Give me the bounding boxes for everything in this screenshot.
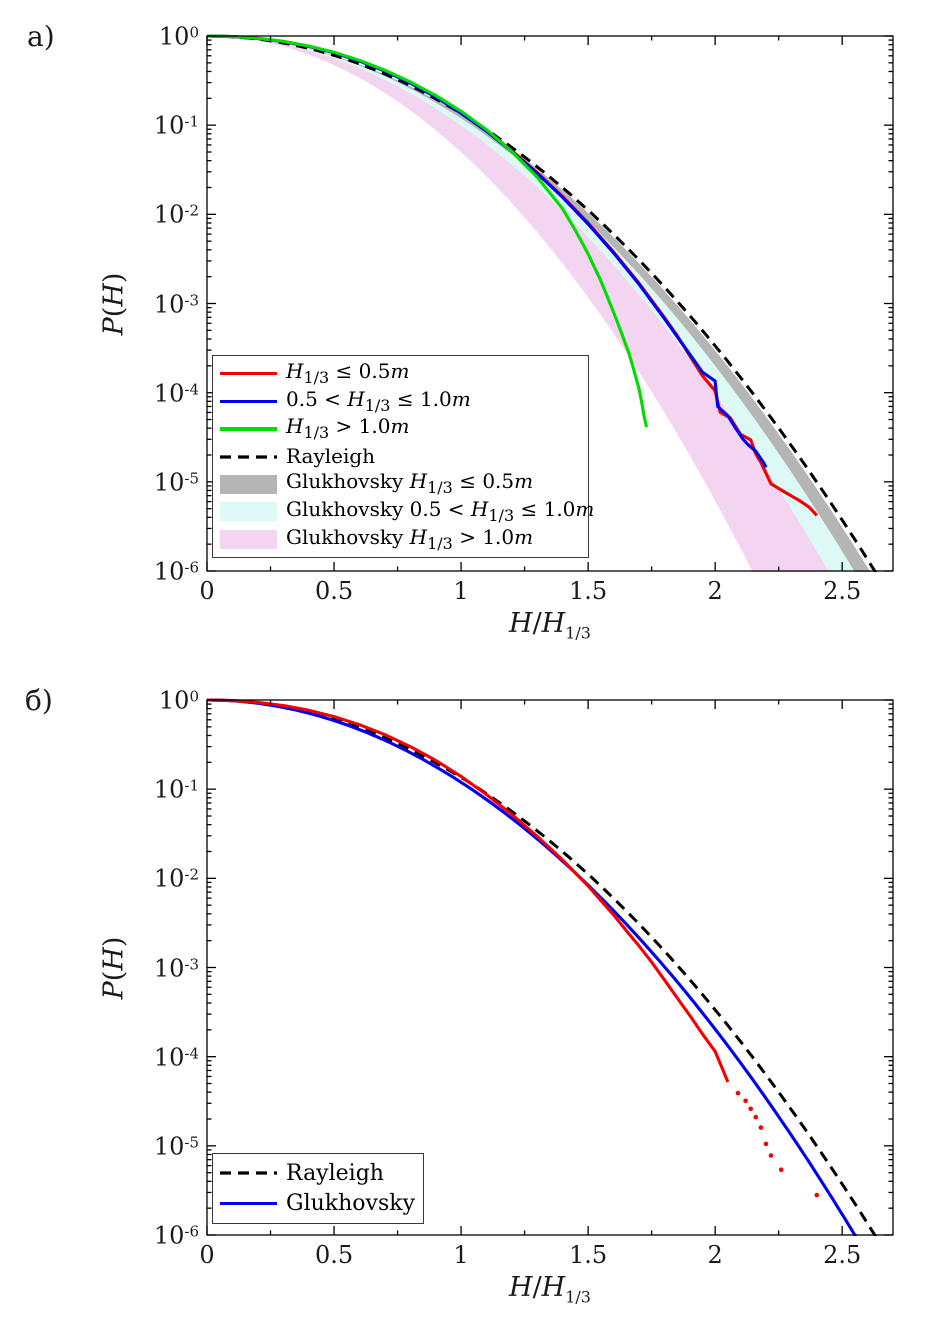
x-tick-label-a: 0.5 bbox=[314, 577, 354, 605]
legend-entry: H1/3 > 1.0m bbox=[219, 415, 582, 443]
x-axis-label-b: H/H1/3 bbox=[509, 1272, 591, 1307]
x-tick-label-b: 0 bbox=[199, 1241, 215, 1269]
panel-a-label: a) bbox=[27, 20, 55, 53]
legend-entry: Glukhovsky bbox=[219, 1189, 417, 1220]
legend-entry-label: Glukhovsky H1/3 > 1.0m bbox=[286, 524, 534, 553]
y-tick-label-b: 10-2 bbox=[153, 864, 199, 893]
x-tick-label-a: 1 bbox=[453, 577, 469, 605]
x-tick-label-b: 2 bbox=[707, 1241, 723, 1269]
series-measured-dot-b bbox=[778, 1167, 784, 1172]
x-tick-label-b: 1 bbox=[453, 1241, 469, 1269]
legend-swatch-line bbox=[219, 1202, 277, 1206]
legend-swatch-rect bbox=[219, 502, 277, 522]
legend-panel-b: Rayleigh Glukhovsky bbox=[212, 1153, 424, 1224]
series-h-gt-10m-a bbox=[206, 34, 649, 428]
y-tick-label-a: 10-5 bbox=[153, 468, 199, 497]
legend-entry-label: H1/3 ≤ 0.5m bbox=[286, 359, 410, 388]
legend-swatch-line bbox=[219, 427, 277, 431]
x-tick-label-a: 1.5 bbox=[569, 577, 608, 605]
legend-swatch-dash bbox=[219, 1170, 277, 1176]
y-tick-label-b: 10-4 bbox=[153, 1043, 199, 1072]
legend-swatch-line bbox=[219, 372, 277, 376]
series-measured-dot-b bbox=[735, 1090, 741, 1096]
legend-entry-label: Glukhovsky 0.5 < H1/3 ≤ 1.0m bbox=[286, 496, 595, 525]
legend-entry: H1/3 ≤ 0.5m bbox=[219, 359, 582, 388]
legend-entry: Rayleigh bbox=[219, 443, 582, 471]
legend-swatch-line bbox=[219, 399, 277, 404]
legend-entry: Glukhovsky H1/3 > 1.0m bbox=[219, 525, 582, 553]
x-tick-label-a: 2.5 bbox=[823, 577, 862, 605]
x-tick-label-b: 2.5 bbox=[823, 1241, 862, 1269]
series-measured-b bbox=[206, 698, 730, 1083]
series-measured-dot-b bbox=[748, 1106, 753, 1112]
y-tick-label-b: 10-1 bbox=[153, 775, 199, 804]
legend-entry: 0.5 < H1/3 ≤ 1.0m bbox=[219, 386, 582, 416]
series-measured-dot-b bbox=[758, 1125, 764, 1130]
legend-entry-label: H1/3 > 1.0m bbox=[286, 414, 410, 443]
legend-swatch-dash bbox=[219, 454, 277, 460]
axes-a bbox=[206, 35, 894, 572]
y-tick-label-b: 10-3 bbox=[153, 954, 199, 982]
y-tick-label-a: 10-2 bbox=[153, 200, 199, 229]
panel-b-label: б) bbox=[25, 684, 53, 717]
y-tick-label-a: 10-6 bbox=[153, 557, 199, 586]
y-tick-label-a: 100 bbox=[158, 22, 199, 51]
legend-panel-a: H1/3 ≤ 0.5m 0.5 < H1/3 ≤ 1.0m H1/3 > 1.0m R… bbox=[212, 355, 594, 558]
x-tick-label-a: 2 bbox=[707, 577, 723, 605]
y-tick-label-a: 10-4 bbox=[153, 379, 199, 408]
x-tick-label-a: 0 bbox=[199, 577, 215, 605]
legend-swatch-rect bbox=[219, 529, 277, 549]
y-tick-label-a: 10-3 bbox=[153, 290, 199, 318]
y-tick-label-b: 100 bbox=[158, 686, 199, 715]
series-measured-dot-b bbox=[753, 1114, 759, 1120]
legend-entry-label: Glukhovsky H1/3 ≤ 0.5m bbox=[286, 469, 534, 498]
axes-b bbox=[206, 699, 894, 1236]
x-tick-label-b: 0.5 bbox=[314, 1241, 354, 1269]
series-measured-dot-b bbox=[768, 1153, 774, 1158]
y-tick-label-a: 10-1 bbox=[153, 111, 199, 140]
legend-entry: Rayleigh bbox=[219, 1158, 417, 1189]
legend-entry: Glukhovsky 0.5 < H1/3 ≤ 1.0m bbox=[219, 497, 594, 526]
legend-swatch-rect bbox=[219, 474, 277, 494]
legend-entry-label: 0.5 < H1/3 ≤ 1.0m bbox=[286, 386, 471, 415]
x-tick-label-b: 1.5 bbox=[569, 1241, 608, 1269]
plot-area-a bbox=[206, 34, 878, 572]
y-tick-label-b: 10-6 bbox=[153, 1221, 199, 1250]
legend-entry-label: Glukhovsky bbox=[286, 1191, 416, 1217]
series-measured-dot-b bbox=[814, 1192, 820, 1198]
legend-entry-label: Rayleigh bbox=[286, 444, 376, 468]
plot-area-b bbox=[206, 698, 878, 1236]
legend-entry-label: Rayleigh bbox=[286, 1160, 384, 1186]
y-tick-label-b: 10-5 bbox=[153, 1132, 199, 1161]
series-measured-dot-b bbox=[743, 1098, 748, 1104]
y-axis-label-a: P(H) bbox=[98, 272, 130, 335]
y-axis-label-b: P(H) bbox=[98, 936, 130, 999]
x-axis-label-a: H/H1/3 bbox=[509, 608, 591, 643]
series-rayleigh-a bbox=[207, 34, 878, 572]
series-measured-dot-b bbox=[763, 1141, 769, 1147]
legend-entry: Glukhovsky H1/3 ≤ 0.5m bbox=[219, 470, 582, 498]
band-glukhovsky-band-h-gt-10-a bbox=[207, 36, 829, 572]
